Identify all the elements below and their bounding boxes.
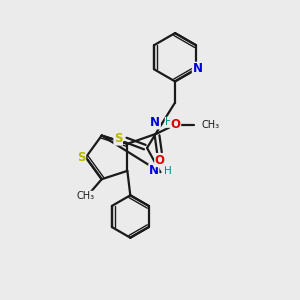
Text: CH₃: CH₃ [202,120,220,130]
Text: O: O [171,118,181,130]
Text: H: H [165,117,173,127]
Text: S: S [114,132,122,145]
Text: N: N [149,164,159,177]
Text: H: H [164,166,172,176]
Text: S: S [77,151,86,164]
Text: CH₃: CH₃ [76,191,94,201]
Text: O: O [155,154,165,166]
Text: N: N [192,62,203,75]
Text: N: N [150,116,160,129]
